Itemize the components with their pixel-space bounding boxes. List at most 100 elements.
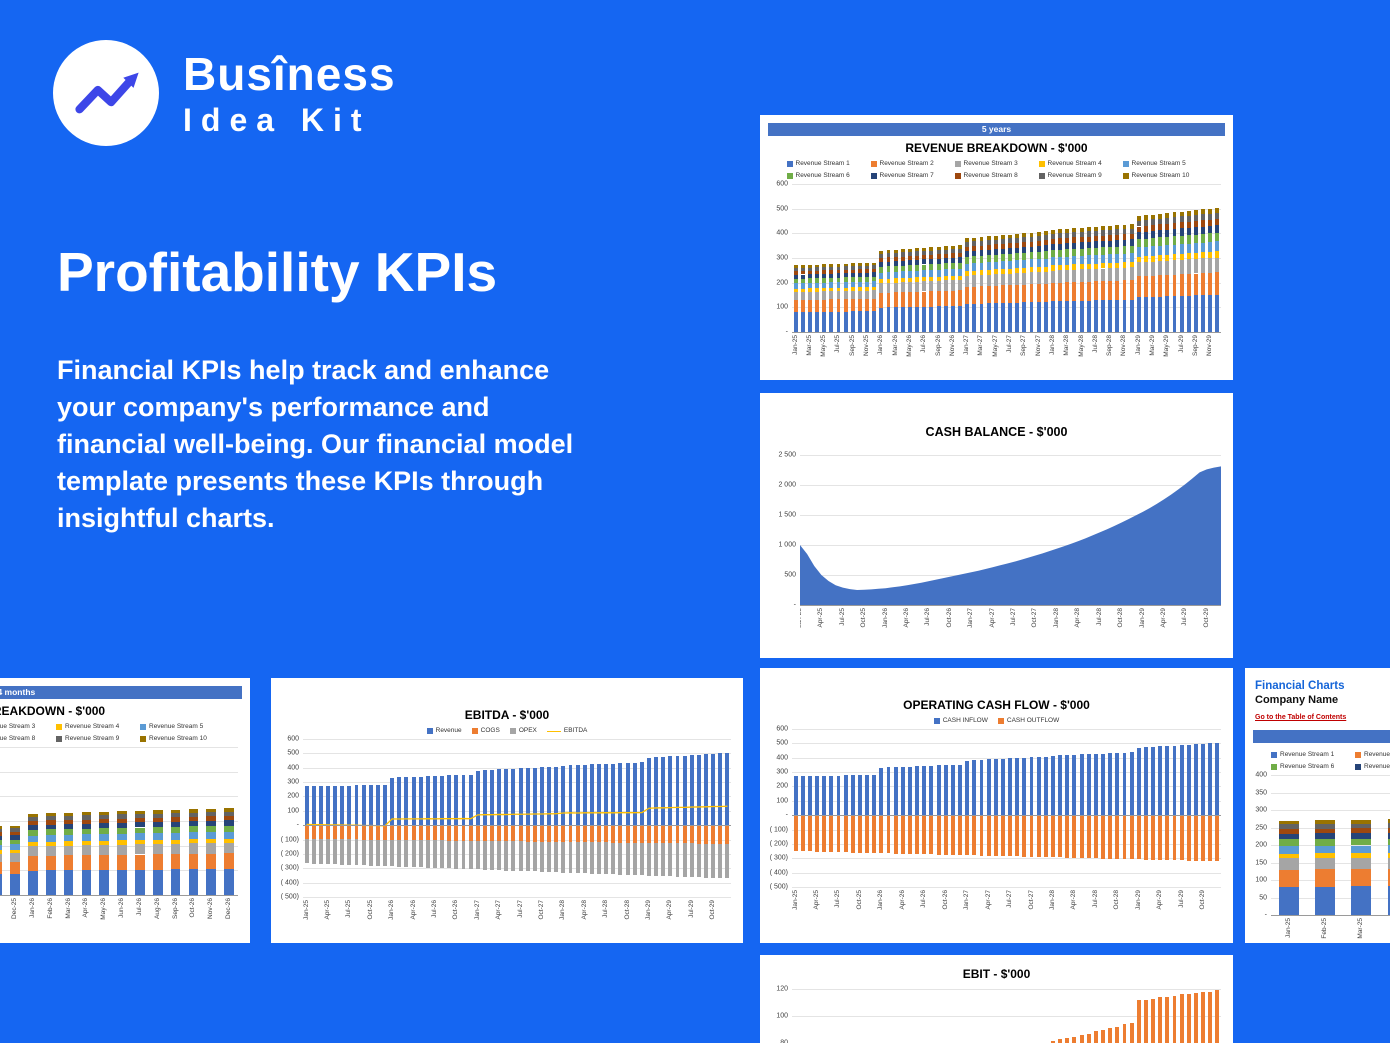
bar-segment: [1129, 815, 1134, 860]
bar-segment: [311, 825, 316, 839]
bar-segment: [1122, 815, 1127, 859]
bar-segment: [1072, 237, 1077, 243]
legend-swatch: [954, 161, 961, 167]
bar-segment: [1072, 754, 1077, 816]
bar-segment: [1179, 259, 1184, 275]
legend-swatch: [1038, 161, 1045, 167]
bar-segment: [490, 825, 494, 842]
bar-segment: [900, 256, 905, 261]
bar-segment: [986, 249, 991, 256]
bar-segment: [879, 279, 884, 284]
bar-segment: [943, 280, 948, 291]
legend-label: Revenue Stream 1: [795, 160, 850, 167]
bar-segment: [865, 281, 870, 288]
legend-item: CASH OUTFLOW: [997, 715, 1059, 727]
bar-segment: [511, 825, 516, 842]
bar-segment: [1136, 297, 1141, 332]
bar-segment: [63, 812, 74, 816]
y-axis-label: 600: [287, 735, 299, 743]
bar-segment: [1072, 1036, 1077, 1043]
bar-segment: [425, 776, 430, 826]
bar-segment: [908, 766, 912, 816]
y-axis-label: -: [793, 601, 796, 609]
chart-plot-region: 12010080604020-( 20) Jan-25Apr-25Jul-25O…: [760, 986, 1233, 1043]
bar-segment: [368, 839, 373, 866]
bar-segment: [800, 274, 805, 279]
table-of-contents-link[interactable]: Go to the Table of Contents: [1255, 714, 1347, 721]
legend-label: Revenue Stream 5: [149, 723, 204, 730]
bar-segment: [1143, 219, 1148, 226]
bar-segment: [915, 281, 920, 292]
bar-segment: [347, 785, 352, 826]
bar-segment: [986, 244, 991, 250]
bar-segment: [689, 825, 694, 844]
bar-segment: [675, 843, 680, 877]
gridline: [792, 307, 1221, 309]
bar-segment: [872, 262, 877, 266]
bar-segment: [1022, 815, 1027, 857]
bar-segment: [929, 254, 934, 260]
bar-segment: [1179, 222, 1184, 229]
bar-segment: [28, 835, 38, 843]
bar-segment: [1215, 251, 1220, 258]
bar-segment: [1022, 267, 1027, 273]
legend-swatch: [509, 728, 516, 734]
bar-segment: [807, 270, 812, 275]
legend-item: Revenue Stream 3: [954, 158, 1039, 170]
ebit-card: EBIT - $'000 12010080604020-( 20) Jan-25…: [760, 955, 1233, 1043]
bar-segment: [1029, 252, 1034, 260]
bar-segment: [1208, 241, 1213, 252]
bar-segment: [63, 870, 74, 895]
bar-segment: [1065, 1037, 1070, 1043]
bar-segment: [1165, 260, 1170, 275]
y-axis-label: 80: [780, 1040, 788, 1043]
legend-swatch: [1355, 764, 1361, 770]
legend-item: Revenue Stream 4: [56, 721, 140, 733]
bar-segment: [1115, 229, 1120, 235]
x-axis-label: Feb-26: [46, 898, 54, 919]
bar-segment: [1158, 261, 1163, 276]
bar-segment: [99, 834, 110, 841]
bar-segment: [800, 776, 805, 816]
bar-segment: [1051, 238, 1055, 244]
x-axis-label: Jan-27: [473, 900, 481, 920]
bar-segment: [188, 869, 199, 895]
bar-segment: [206, 812, 217, 817]
bar-segment: [1029, 259, 1034, 268]
chart-title: REVENUE BREAKDOWN - $'000: [905, 141, 1088, 155]
bar-segment: [986, 815, 991, 856]
bar-segment: [152, 839, 163, 845]
y-axis-label: 200: [776, 782, 788, 790]
bar-segment: [1122, 239, 1127, 247]
bar-segment: [1151, 746, 1156, 816]
x-axis-label: Sep-29: [1191, 335, 1199, 356]
bar-segment: [1086, 227, 1091, 232]
bar-segment: [850, 287, 855, 291]
bar-segment: [668, 756, 673, 826]
bar-segment: [986, 286, 991, 304]
bar-segment: [1036, 236, 1041, 242]
bar-segment: [1065, 815, 1070, 858]
bar-segment: [418, 825, 423, 841]
bar-segment: [1036, 272, 1041, 285]
bar-segment: [1143, 215, 1148, 220]
bar-segment: [354, 825, 359, 840]
gridline: [792, 184, 1221, 185]
legend-swatch: [870, 161, 877, 167]
x-axis-label: Jul-26: [924, 608, 932, 626]
bar-segment: [1194, 227, 1198, 235]
bar-segment: [1201, 815, 1206, 861]
bar-segment: [63, 845, 74, 856]
bar-segment: [886, 253, 891, 258]
bar-segment: [45, 820, 56, 825]
bar-segment: [822, 311, 827, 332]
bar-segment: [582, 842, 587, 874]
bar-segment: [872, 298, 877, 312]
x-axis-label: Sep-26: [934, 335, 942, 356]
y-axis-label: -: [1264, 911, 1267, 919]
bar-segment: [993, 239, 998, 245]
bar-segment: [886, 250, 891, 254]
bar-segment: [1072, 232, 1077, 238]
bar-segment: [993, 269, 998, 275]
bar-segment: [1315, 886, 1336, 915]
